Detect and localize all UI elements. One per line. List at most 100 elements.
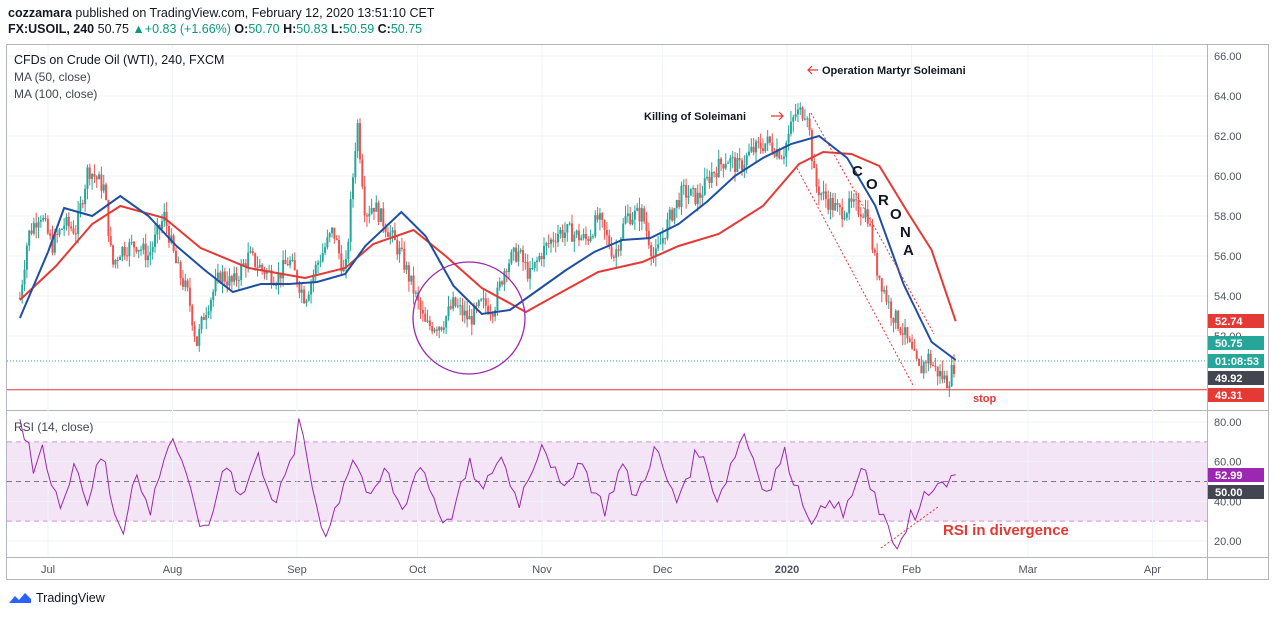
candle — [358, 118, 361, 164]
candle-body — [410, 275, 413, 282]
candle-body — [941, 371, 944, 380]
candle-body — [270, 270, 273, 284]
publisher-name: cozzamara — [8, 6, 72, 20]
candle-body — [23, 269, 26, 285]
candle-body — [738, 158, 741, 161]
candle — [892, 317, 895, 333]
candle-body — [379, 208, 382, 222]
published-text: published on TradingView.com, February 1… — [75, 6, 435, 20]
candle-body — [710, 172, 713, 183]
candle — [452, 291, 455, 312]
candle-body — [56, 233, 59, 235]
candle — [845, 211, 848, 221]
candle-body — [775, 149, 778, 157]
ma100-price-badge: 52.74 — [1215, 316, 1243, 328]
candle-body — [794, 114, 797, 118]
candle-body — [377, 202, 380, 222]
candle — [312, 269, 315, 293]
candle — [184, 273, 187, 292]
candle — [764, 143, 767, 153]
candle — [112, 244, 115, 268]
candle-body — [887, 301, 890, 303]
candle — [126, 247, 129, 262]
candle — [685, 178, 688, 209]
candle — [482, 289, 485, 309]
candle — [501, 280, 504, 287]
candle — [563, 222, 566, 246]
candle — [831, 192, 834, 218]
candle — [878, 275, 881, 281]
candle — [123, 241, 126, 260]
last-price-badge: 50.75 — [1215, 338, 1243, 350]
candle-body — [643, 208, 646, 222]
candle-body — [918, 358, 921, 366]
ma100-legend[interactable]: MA (100, close) — [14, 87, 98, 101]
candle-body — [761, 148, 764, 152]
candle-body — [789, 121, 792, 134]
candle-body — [531, 268, 534, 270]
rsi-tick-label: 40.00 — [1214, 496, 1242, 508]
candle — [561, 224, 564, 243]
candle-body — [731, 157, 734, 159]
candle — [412, 266, 415, 305]
candle-body — [512, 247, 515, 252]
candle — [533, 261, 536, 272]
tradingview-footer[interactable]: TradingView — [8, 591, 105, 605]
candle-body — [398, 247, 401, 255]
candle — [291, 253, 294, 262]
candle — [361, 153, 364, 190]
candle-body — [351, 177, 354, 200]
ma50-legend[interactable]: MA (50, close) — [14, 70, 91, 84]
candle — [282, 250, 285, 287]
candle — [228, 268, 231, 289]
candle-body — [552, 239, 555, 242]
candle-body — [948, 386, 951, 389]
candle-body — [153, 234, 156, 247]
high-value: 50.83 — [296, 22, 328, 36]
candle-body — [174, 250, 177, 264]
candle — [79, 196, 82, 218]
candle-body — [727, 162, 730, 164]
candle — [144, 233, 147, 268]
candle-body — [873, 249, 876, 253]
candle-body — [894, 310, 897, 323]
candle-body — [673, 207, 676, 221]
candle — [398, 241, 401, 263]
candle-body — [668, 209, 671, 220]
candle-body — [342, 268, 345, 272]
candle-body — [74, 233, 77, 235]
candle-body — [508, 263, 511, 273]
candle-body — [30, 230, 33, 234]
candle-body — [785, 142, 788, 157]
candle — [494, 306, 497, 322]
rsi-legend[interactable]: RSI (14, close) — [14, 420, 94, 434]
candle — [251, 247, 254, 256]
candle-body — [778, 149, 781, 159]
candle — [347, 238, 350, 264]
candle-body — [855, 199, 858, 201]
candle-body — [852, 199, 855, 202]
candle-body — [428, 320, 431, 327]
candle — [324, 242, 327, 256]
candle-body — [838, 204, 841, 208]
candle — [221, 265, 224, 294]
candle-body — [720, 158, 723, 165]
candle-body — [46, 218, 49, 234]
candle-body — [114, 259, 117, 265]
candle-body — [77, 211, 80, 234]
candle-body — [123, 246, 126, 256]
candle-body — [349, 199, 352, 242]
candle-body — [44, 217, 47, 219]
candle — [275, 281, 278, 290]
candle — [400, 237, 403, 252]
candle-body — [510, 251, 513, 264]
candle — [88, 163, 91, 186]
candle — [370, 198, 373, 215]
candle-body — [65, 217, 68, 226]
candle-body — [193, 325, 196, 337]
candle — [265, 268, 268, 281]
candle-body — [49, 233, 52, 236]
candle-body — [701, 194, 704, 198]
candle — [365, 212, 368, 227]
